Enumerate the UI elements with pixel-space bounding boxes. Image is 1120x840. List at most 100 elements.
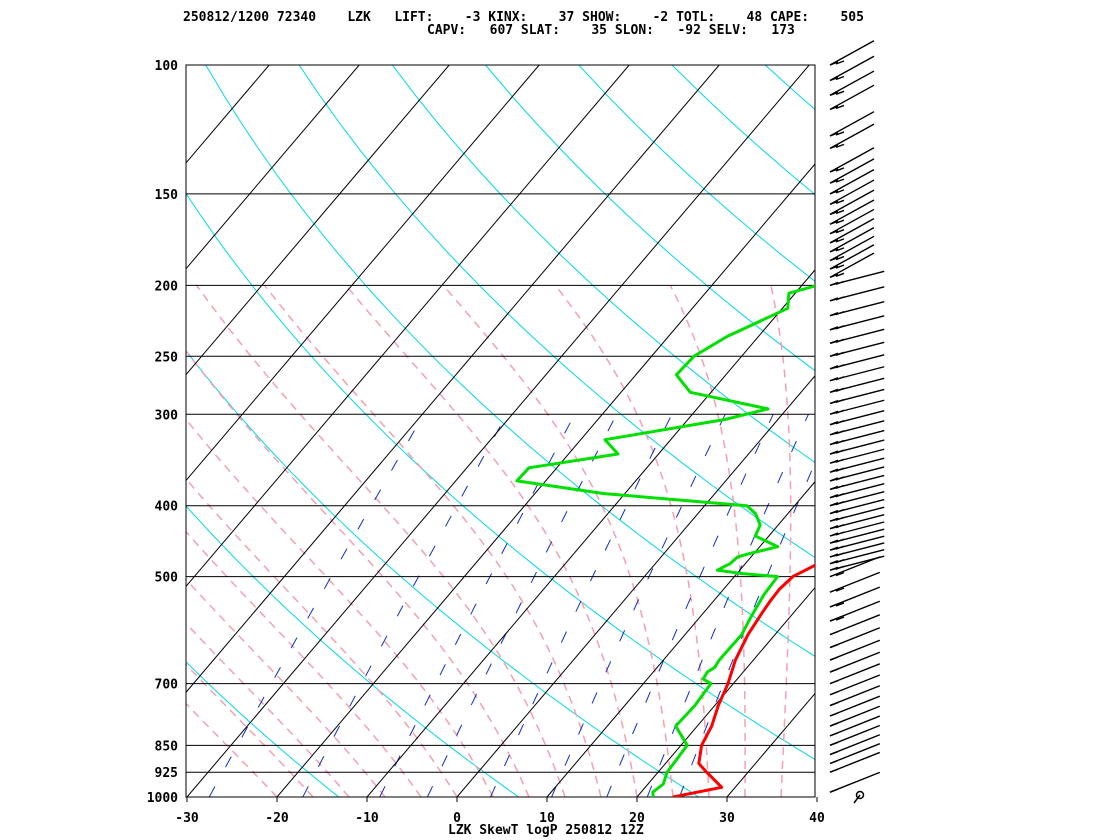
wind-barb xyxy=(829,482,885,499)
wind-barb xyxy=(829,474,885,491)
temperature-tick-label: 40 xyxy=(809,811,825,826)
dry-adiabat-line xyxy=(205,65,815,658)
chart-title: LZK SkewT logP 250812 12Z xyxy=(448,823,644,838)
temperature-tick-label: 30 xyxy=(719,811,735,826)
moist-adiabat-line xyxy=(264,284,602,797)
profile-series xyxy=(515,284,815,797)
temperature-tick-label: -10 xyxy=(355,811,379,826)
profile-line xyxy=(672,563,815,797)
wind-barb xyxy=(829,84,875,111)
wind-barb xyxy=(829,147,875,173)
moist-adiabat-line xyxy=(186,702,278,797)
mixing-ratio-line xyxy=(679,461,815,797)
isotherm-line xyxy=(276,163,815,797)
wind-barb xyxy=(829,341,885,357)
wind-barb xyxy=(829,498,885,515)
isotherm-line xyxy=(186,65,720,694)
wind-barb xyxy=(829,40,875,66)
mixing-ratio-line xyxy=(490,414,673,797)
wind-barb xyxy=(829,685,881,707)
isobar-lines xyxy=(186,64,815,798)
dry-adiabat-line xyxy=(859,65,1120,797)
temperature-tick-label: 10 xyxy=(539,811,555,826)
temperature-tick-label: 20 xyxy=(629,811,645,826)
wind-barb xyxy=(829,555,885,571)
profile-line xyxy=(515,284,815,797)
wind-barb xyxy=(829,600,881,622)
plot-frame xyxy=(185,64,816,798)
wind-barb xyxy=(829,377,885,393)
wind-barb xyxy=(829,158,875,184)
wind-barb xyxy=(829,354,885,370)
pressure-tick-label: 850 xyxy=(155,739,179,754)
wind-barb xyxy=(829,179,875,205)
isotherm-line xyxy=(817,65,1120,797)
pressure-tick-label: 250 xyxy=(155,350,179,365)
dry-adiabat-line xyxy=(1045,65,1120,797)
dry-adiabat-line xyxy=(671,65,815,196)
wind-barb xyxy=(829,439,885,455)
temperature-labels: -30 -20 -10 0 10 20 30 40 xyxy=(175,797,825,826)
wind-barb xyxy=(829,651,881,673)
wind-barb xyxy=(829,199,875,225)
isotherm-line xyxy=(186,65,360,270)
pressure-tick-label: 1000 xyxy=(147,791,178,806)
wind-barb xyxy=(829,218,875,244)
wind-barb xyxy=(829,627,881,649)
moist-adiabat-line xyxy=(186,622,350,797)
wind-barb xyxy=(829,751,881,773)
moist-adiabat-line xyxy=(186,530,422,797)
wind-barb xyxy=(829,663,881,685)
wind-barb xyxy=(829,169,875,195)
pressure-tick-label: 200 xyxy=(155,279,179,294)
isotherm-line xyxy=(0,65,89,797)
wind-barb xyxy=(829,226,875,253)
pressure-tick-label: 100 xyxy=(155,59,179,74)
moist-adiabat-line xyxy=(195,284,566,797)
isotherm-line xyxy=(0,65,179,797)
pressure-tick-label: 150 xyxy=(155,188,179,203)
dry-adiabat-line xyxy=(485,65,815,372)
wind-barb xyxy=(829,429,885,446)
wind-barb xyxy=(829,300,885,317)
wind-barb xyxy=(853,790,865,804)
mixing-ratio-line xyxy=(302,414,508,797)
moist-adiabat-line xyxy=(554,284,710,797)
pressure-tick-label: 300 xyxy=(155,408,179,423)
wind-barb xyxy=(829,491,885,507)
moist-adiabat-line xyxy=(442,284,674,797)
pressure-tick-label: 925 xyxy=(155,766,178,781)
wind-barb xyxy=(829,208,875,235)
wind-barb xyxy=(829,734,881,756)
wind-barb xyxy=(829,521,885,537)
moist-adiabat-line xyxy=(669,285,746,797)
mixing-ratio-line xyxy=(426,414,618,797)
moist-adiabat-line xyxy=(345,284,638,797)
wind-barb xyxy=(829,252,875,278)
mixing-ratio-line xyxy=(606,414,774,797)
moist-adiabat-line xyxy=(186,349,530,797)
wind-barb xyxy=(829,528,885,544)
wind-barb xyxy=(829,448,885,464)
wind-barb xyxy=(829,111,875,137)
moist-adiabat-line xyxy=(186,418,494,797)
mixing-ratio-line xyxy=(379,414,576,797)
wind-barb xyxy=(829,705,881,727)
dry-adiabat-line xyxy=(0,65,159,797)
isotherm-line xyxy=(186,65,270,164)
wind-barb xyxy=(829,571,881,593)
wind-barb xyxy=(829,695,881,717)
wind-barb xyxy=(829,123,875,150)
wind-barb xyxy=(829,366,885,382)
isotherm-line xyxy=(186,65,630,588)
isotherm-line xyxy=(636,586,815,797)
wind-barb xyxy=(829,506,885,522)
wind-barb xyxy=(829,409,885,426)
dry-adiabat-line xyxy=(764,65,815,111)
wind-barb xyxy=(829,420,885,436)
wind-barb xyxy=(829,535,885,551)
wind-barb xyxy=(829,70,875,96)
wind-barb xyxy=(829,743,881,765)
isotherm-line xyxy=(546,480,815,797)
pressure-tick-label: 500 xyxy=(155,571,179,586)
